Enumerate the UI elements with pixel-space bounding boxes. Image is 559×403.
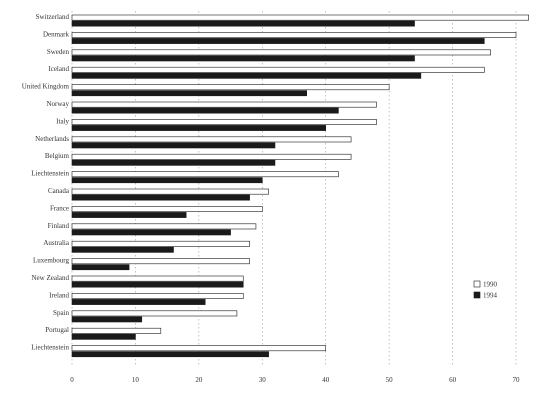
bar-1990-17 bbox=[71, 310, 238, 317]
bar-1994-4 bbox=[71, 90, 307, 97]
bar-1994-10 bbox=[71, 194, 250, 201]
bar-1994-12 bbox=[71, 229, 231, 236]
category-label: Australia bbox=[43, 239, 70, 247]
bar-1994-15 bbox=[71, 281, 244, 288]
bar-1994-7 bbox=[71, 142, 276, 149]
bar-1990-10 bbox=[71, 188, 269, 195]
category-label: France bbox=[50, 204, 69, 212]
x-tick-label: 10 bbox=[132, 376, 140, 384]
category-label: Finland bbox=[48, 222, 70, 230]
x-axis-ticks: 0 10 20 30 40 50 60 70 bbox=[70, 376, 520, 384]
category-label: New Zealand bbox=[31, 274, 69, 282]
category-label: Denmark bbox=[43, 30, 70, 38]
bar-1990-12 bbox=[71, 223, 257, 230]
bar-1994-9 bbox=[71, 177, 263, 184]
bar-1994-17 bbox=[71, 316, 143, 323]
bar-1990-4 bbox=[71, 84, 390, 91]
x-tick-label: 60 bbox=[449, 376, 457, 384]
bar-1990-1 bbox=[71, 32, 517, 38]
legend: 1990 1994 bbox=[473, 280, 498, 300]
category-label: Switzerland bbox=[36, 13, 70, 21]
bar-1990-16 bbox=[71, 293, 244, 299]
bar-1994-8 bbox=[71, 159, 276, 166]
bar-1994-18 bbox=[71, 333, 136, 340]
x-tick-label: 40 bbox=[322, 376, 330, 384]
bar-1990-11 bbox=[71, 206, 263, 212]
bar-1994-5 bbox=[71, 107, 339, 114]
x-tick-label: 70 bbox=[513, 376, 521, 384]
x-tick-label: 30 bbox=[259, 376, 267, 384]
bar-1994-1 bbox=[71, 38, 485, 44]
category-label: Liechtenstein bbox=[31, 344, 69, 352]
bar-1990-0 bbox=[71, 14, 529, 21]
category-label: Italy bbox=[56, 117, 69, 125]
category-labels: Switzerland Denmark Sweden Iceland United Ki… bbox=[22, 13, 70, 352]
bar-1994-13 bbox=[71, 246, 174, 253]
bar-1994-19 bbox=[71, 351, 269, 358]
bar-1994-11 bbox=[71, 212, 187, 218]
category-label: Luxembourg bbox=[33, 257, 70, 265]
bar-1990-8 bbox=[71, 153, 352, 160]
bar-1990-18 bbox=[71, 327, 162, 334]
legend-swatch-1990 bbox=[473, 280, 481, 288]
bar-1994-6 bbox=[71, 125, 327, 131]
bar-1990-5 bbox=[71, 101, 377, 108]
bar-1990-15 bbox=[71, 275, 244, 282]
bar-1990-19 bbox=[71, 345, 327, 352]
x-tick-label: 50 bbox=[386, 376, 394, 384]
bar-1990-13 bbox=[71, 240, 250, 247]
legend-label: 1994 bbox=[483, 292, 498, 300]
bars bbox=[71, 14, 529, 358]
category-label: United Kingdom bbox=[22, 83, 70, 91]
category-label: Portugal bbox=[45, 326, 69, 334]
category-label: Sweden bbox=[47, 48, 70, 56]
bar-1990-6 bbox=[71, 119, 377, 125]
x-tick-label: 0 bbox=[70, 376, 74, 384]
bar-1994-16 bbox=[71, 299, 206, 305]
category-label: Norway bbox=[46, 100, 69, 108]
category-label: Iceland bbox=[48, 65, 69, 73]
category-label: Canada bbox=[48, 187, 70, 195]
legend-label: 1990 bbox=[483, 281, 498, 289]
category-label: Spain bbox=[53, 309, 69, 317]
category-label: Liechtenstein bbox=[31, 170, 69, 178]
bar-1990-9 bbox=[71, 171, 339, 178]
bar-1990-7 bbox=[71, 136, 352, 143]
category-label: Ireland bbox=[49, 291, 69, 299]
bar-1994-3 bbox=[71, 72, 422, 79]
bar-1994-0 bbox=[71, 20, 415, 27]
bar-1994-14 bbox=[71, 264, 130, 271]
bar-1990-14 bbox=[71, 258, 250, 265]
bar-1990-3 bbox=[71, 66, 485, 73]
category-label: Netherlands bbox=[35, 135, 69, 143]
bar-1994-2 bbox=[71, 55, 415, 62]
category-label: Belgium bbox=[45, 152, 70, 160]
x-tick-label: 20 bbox=[195, 376, 203, 384]
bar-1990-2 bbox=[71, 49, 491, 56]
legend-swatch-1994 bbox=[473, 291, 481, 299]
